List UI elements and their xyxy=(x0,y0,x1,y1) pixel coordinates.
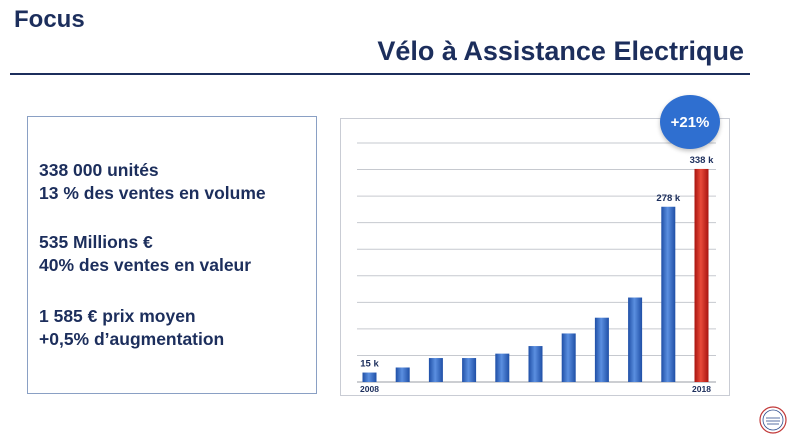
bar-2010 xyxy=(428,358,443,382)
x-tick-label-2018: 2018 xyxy=(692,384,711,394)
units-figure-line: 338 000 unités xyxy=(39,160,159,180)
slide-subtitle: Vélo à Assistance Electrique xyxy=(377,36,744,66)
bar-2012 xyxy=(495,353,510,382)
data-label-2008: 15 k xyxy=(360,359,379,370)
price-figure-line: 1 585 € prix moyen xyxy=(39,306,196,326)
title-divider xyxy=(10,73,750,75)
x-tick-label-2008: 2008 xyxy=(360,384,379,394)
revenue-share-line: 40% des ventes en valeur xyxy=(39,255,252,275)
revenue-figure: 535 Millions € 40% des ventes en valeur xyxy=(39,231,251,277)
section-title: Focus xyxy=(14,6,85,33)
price-figure: 1 585 € prix moyen +0,5% d’augmentation xyxy=(39,305,224,351)
bar-2018 xyxy=(694,168,709,382)
brand-logo-icon xyxy=(759,406,787,434)
bar-2017 xyxy=(661,206,676,382)
price-change-line: +0,5% d’augmentation xyxy=(39,329,225,349)
data-label-2018: 338 k xyxy=(690,155,714,166)
units-figure: 338 000 unités 13 % des ventes en volume xyxy=(39,159,266,205)
revenue-figure-line: 535 Millions € xyxy=(39,232,153,252)
key-figures-box: 338 000 unités 13 % des ventes en volume… xyxy=(27,116,317,394)
growth-badge: +21% xyxy=(660,95,720,149)
bar-chart-svg: 15 k 278 k 338 k 2008 2018 xyxy=(357,142,716,394)
bar-2016 xyxy=(628,297,643,382)
units-share-line: 13 % des ventes en volume xyxy=(39,183,266,203)
sales-chart: 15 k 278 k 338 k 2008 2018 xyxy=(340,118,730,396)
data-label-2017: 278 k xyxy=(656,193,680,204)
bar-2008 xyxy=(362,372,377,382)
bar-2009 xyxy=(395,367,410,382)
bar-2014 xyxy=(561,333,576,382)
bar-2013 xyxy=(528,346,543,382)
bar-2015 xyxy=(594,317,609,382)
bar-2011 xyxy=(462,358,477,382)
